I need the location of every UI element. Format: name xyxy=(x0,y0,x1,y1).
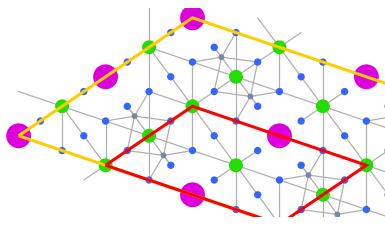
Point xyxy=(233,208,239,211)
Point xyxy=(15,134,22,137)
Point xyxy=(81,134,87,137)
Point xyxy=(218,55,224,59)
Point xyxy=(102,164,109,167)
Point xyxy=(146,134,152,137)
Point xyxy=(298,208,304,211)
Point xyxy=(254,149,261,152)
Point xyxy=(276,223,283,225)
Point xyxy=(233,164,239,167)
Point xyxy=(189,193,196,197)
Point xyxy=(146,45,152,49)
Point xyxy=(305,173,311,177)
Point xyxy=(320,60,326,64)
Point xyxy=(102,75,109,79)
Point xyxy=(168,75,174,79)
Point xyxy=(320,149,326,152)
Point xyxy=(248,95,254,98)
Point xyxy=(298,75,304,79)
Point xyxy=(233,119,239,123)
Point xyxy=(59,149,65,152)
Point xyxy=(146,178,152,182)
Point xyxy=(363,119,370,123)
Point xyxy=(298,164,304,167)
Point xyxy=(254,193,261,197)
Point xyxy=(341,223,348,225)
Point xyxy=(363,208,370,211)
Point xyxy=(341,90,348,93)
Point xyxy=(59,104,65,108)
Point xyxy=(124,149,131,152)
Point xyxy=(189,149,196,152)
Point xyxy=(161,154,167,157)
Point xyxy=(189,60,196,64)
Point xyxy=(254,60,261,64)
Point xyxy=(363,164,370,167)
Point xyxy=(189,104,196,108)
Point xyxy=(211,45,217,49)
Point xyxy=(233,31,239,34)
Point xyxy=(211,134,217,137)
Point xyxy=(37,119,44,123)
Point xyxy=(341,178,348,182)
Point xyxy=(146,90,152,93)
Point xyxy=(168,164,174,167)
Point xyxy=(276,178,283,182)
Point xyxy=(341,134,348,137)
Point xyxy=(298,119,304,123)
Point xyxy=(81,90,87,93)
Point xyxy=(168,119,174,123)
Point xyxy=(320,104,326,108)
Point xyxy=(276,45,283,49)
Point xyxy=(102,119,109,123)
Point xyxy=(254,104,261,108)
Point xyxy=(124,60,131,64)
Point xyxy=(168,31,174,34)
Point xyxy=(124,104,131,108)
Point xyxy=(189,16,196,20)
Point xyxy=(320,193,326,197)
Point xyxy=(334,213,340,216)
Point xyxy=(363,75,370,79)
Point xyxy=(276,134,283,137)
Point xyxy=(211,90,217,93)
Point xyxy=(211,178,217,182)
Point xyxy=(131,114,137,118)
Point xyxy=(233,75,239,79)
Point xyxy=(276,90,283,93)
